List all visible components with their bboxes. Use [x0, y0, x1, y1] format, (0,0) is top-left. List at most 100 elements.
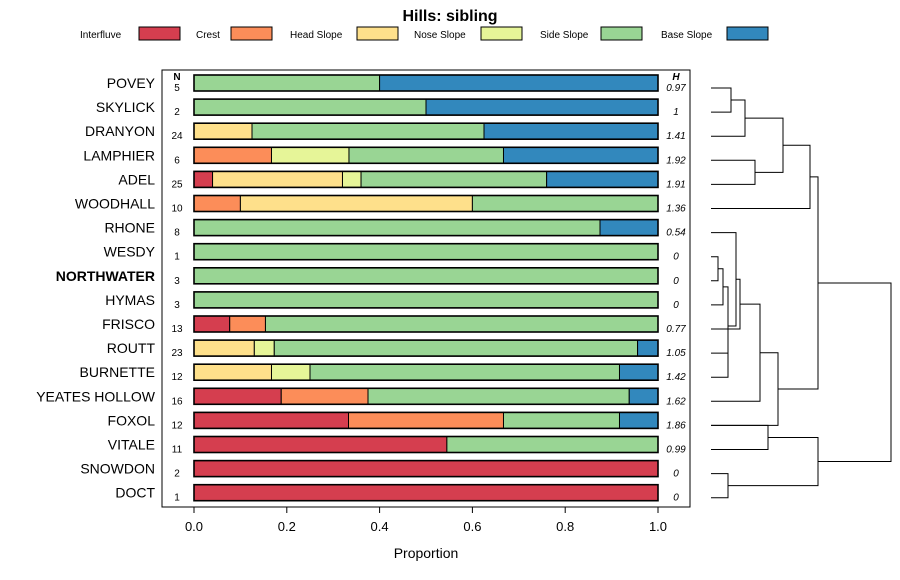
bar-adel-interfluve: [193, 170, 214, 188]
dendrogram-link-12: [711, 352, 779, 426]
legend-label-interfluve: Interfluve: [80, 30, 122, 41]
row-frisco: FRISCO 13 0.77: [102, 315, 686, 335]
bar-vitale-side-slope: [446, 436, 659, 453]
category-label-burnette: BURNETTE: [80, 364, 155, 380]
legend-label-side-slope: Side Slope: [540, 30, 589, 41]
h-column-header: H: [672, 72, 680, 83]
legend: Interfluve Crest Head Slope Nose Slope Side …: [80, 26, 769, 41]
bar-outline-snowdon: [193, 459, 659, 478]
dendrogram-link-5: [711, 256, 719, 282]
bar-povey-side-slope: [193, 74, 381, 92]
h-value-snowdon: 0: [673, 469, 679, 480]
dendrogram-link-3: [745, 117, 784, 173]
n-value-routt: 23: [171, 348, 183, 359]
category-label-routt: ROUTT: [107, 340, 156, 356]
n-value-foxol: 12: [171, 420, 183, 431]
bar-adel-base-slope: [546, 170, 659, 188]
bar-adel-head-slope: [212, 170, 343, 188]
legend-label-crest: Crest: [196, 30, 220, 41]
category-label-hymas: HYMAS: [105, 292, 155, 308]
chart-rows: POVEY 5 0.97 SKYLICK 2 1 DRANYON 24 1.41 LAMPHIER…: [36, 74, 686, 504]
category-label-vitale: VITALE: [108, 437, 155, 453]
bar-outline-skylick: [193, 98, 659, 116]
h-value-dranyon: 1.41: [666, 131, 685, 142]
row-skylick: SKYLICK 2 1: [96, 98, 679, 118]
dendrogram-link-17: [818, 282, 892, 463]
bar-routt-side-slope: [273, 339, 639, 357]
row-routt: ROUTT 23 1.05: [107, 339, 686, 359]
category-label-doct: DOCT: [115, 485, 155, 501]
row-hymas: HYMAS 3 0: [105, 291, 679, 311]
n-value-adel: 25: [171, 179, 183, 190]
bar-adel-nose-slope: [341, 170, 362, 188]
dendrogram-link-2: [711, 159, 756, 185]
bar-outline-northwater: [193, 266, 659, 285]
bar-frisco-side-slope: [264, 315, 659, 333]
n-value-frisco: 13: [171, 324, 183, 335]
bar-hymas-side-slope: [193, 291, 659, 309]
category-label-adel: ADEL: [118, 171, 155, 187]
legend-swatch-nose-slope: [480, 26, 523, 41]
h-value-hymas: 0: [673, 300, 679, 311]
category-label-snowdon: SNOWDON: [80, 461, 155, 477]
n-column-header: N: [173, 72, 180, 83]
bar-lamphier-nose-slope: [270, 146, 350, 164]
h-value-routt: 1.05: [666, 348, 686, 359]
row-dranyon: DRANYON 24 1.41: [85, 122, 686, 142]
legend-swatch-side-slope: [600, 26, 643, 41]
dendrogram-link-1: [711, 99, 746, 137]
bar-foxol-interfluve: [193, 411, 350, 429]
row-snowdon: SNOWDON 2 0: [80, 459, 679, 480]
legend-label-nose-slope: Nose Slope: [414, 30, 466, 41]
row-rhone: RHONE 8 0.54: [104, 218, 686, 239]
bar-dranyon-head-slope: [193, 122, 253, 140]
plot-frame: [161, 69, 691, 508]
h-value-rhone: 0.54: [666, 228, 686, 239]
dendrogram: [711, 87, 892, 499]
bar-burnette-nose-slope: [270, 363, 311, 381]
bar-outline-routt: [193, 339, 659, 357]
row-adel: ADEL 25 1.91: [118, 170, 686, 190]
dendrogram-link-16: [728, 436, 819, 487]
bar-routt-head-slope: [193, 339, 255, 357]
bar-vitale-interfluve: [193, 436, 448, 453]
category-label-northwater: NORTHWATER: [56, 268, 155, 284]
x-axis: 0.0 0.2 0.4 0.6 0.8 1.0: [185, 507, 667, 534]
dendrogram-link-7: [711, 352, 729, 378]
bar-outline-yeates-hollow: [193, 387, 659, 406]
h-value-vitale: 0.99: [666, 445, 686, 456]
category-label-povey: POVEY: [107, 75, 156, 91]
category-label-foxol: FOXOL: [108, 412, 156, 428]
bar-outline-woodhall: [193, 194, 659, 213]
row-woodhall: WOODHALL 10 1.36: [75, 194, 686, 215]
bar-wesdy-side-slope: [193, 243, 659, 261]
h-value-burnette: 1.42: [666, 372, 686, 383]
row-foxol: FOXOL 12 1.86: [108, 411, 686, 431]
bar-lamphier-crest: [193, 146, 272, 164]
h-value-povey: 0.97: [666, 83, 686, 94]
bar-lamphier-side-slope: [348, 146, 504, 164]
legend-label-base-slope: Base Slope: [661, 30, 713, 41]
h-value-woodhall: 1.36: [666, 204, 686, 215]
bar-outline-rhone: [193, 218, 659, 237]
bar-dranyon-side-slope: [251, 122, 485, 140]
h-value-frisco: 0.77: [666, 324, 686, 335]
category-label-woodhall: WOODHALL: [75, 196, 155, 212]
row-doct: DOCT 1 0: [115, 483, 679, 504]
bar-lamphier-base-slope: [502, 146, 659, 164]
bar-outline-wesdy: [193, 242, 659, 261]
bar-frisco-crest: [229, 315, 266, 333]
bar-foxol-base-slope: [618, 411, 659, 429]
h-value-lamphier: 1.92: [666, 155, 686, 166]
n-value-rhone: 8: [174, 228, 180, 239]
dendrogram-link-15: [711, 473, 729, 499]
bar-snowdon-interfluve: [193, 460, 659, 478]
bar-woodhall-crest: [193, 195, 241, 212]
bar-yeates-hollow-side-slope: [367, 387, 630, 405]
h-value-northwater: 0: [673, 276, 679, 287]
dendrogram-link-4: [711, 144, 811, 209]
dendrogram-link-0: [711, 87, 732, 113]
n-value-woodhall: 10: [171, 204, 183, 215]
bar-rhone-base-slope: [599, 219, 659, 237]
